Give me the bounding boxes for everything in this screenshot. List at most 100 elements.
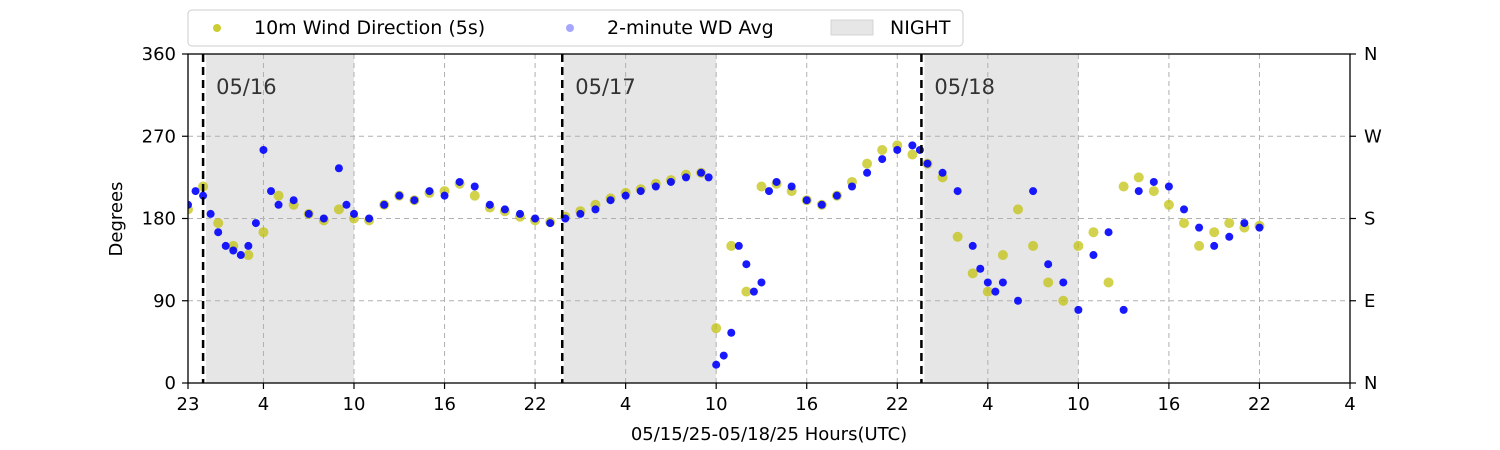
data-point <box>304 209 313 218</box>
data-point <box>998 278 1007 287</box>
y-tick-label: 270 <box>142 126 176 147</box>
y-axis-label: Degrees <box>106 182 127 257</box>
data-point <box>1134 187 1143 196</box>
data-point <box>621 191 630 200</box>
data-point <box>251 219 260 228</box>
data-point <box>380 200 389 209</box>
data-point <box>214 228 223 237</box>
data-point <box>877 144 888 155</box>
data-point <box>817 200 826 209</box>
data-point <box>259 145 268 154</box>
legend-label-night: NIGHT <box>890 17 951 39</box>
legend-label-10m: 10m Wind Direction (5s) <box>254 17 485 39</box>
grid-lines <box>188 54 1350 383</box>
data-point <box>997 250 1008 261</box>
data-point <box>1089 251 1098 260</box>
y-tick-label-right: N <box>1364 44 1377 65</box>
x-tick-label: 16 <box>1157 394 1180 415</box>
data-points <box>188 140 1265 369</box>
data-point <box>1119 305 1128 314</box>
data-point <box>968 241 977 250</box>
x-tick-label: 4 <box>982 394 993 415</box>
y-tick-label: 90 <box>153 291 176 312</box>
data-point <box>1029 187 1038 196</box>
data-point <box>591 205 600 214</box>
data-point <box>1059 278 1068 287</box>
x-tick-label: 10 <box>1067 394 1090 415</box>
data-point <box>1164 182 1173 191</box>
data-point <box>893 145 902 154</box>
data-point <box>727 328 736 337</box>
data-point <box>742 260 751 269</box>
data-point <box>188 200 192 209</box>
legend-marker-2min <box>566 24 574 32</box>
data-point <box>333 204 344 215</box>
data-point <box>1043 277 1054 288</box>
data-point <box>938 168 947 177</box>
y-tick-label-right: E <box>1364 291 1375 312</box>
data-point <box>243 250 254 261</box>
data-point <box>1163 199 1174 210</box>
data-point <box>741 286 752 297</box>
y-tick-label: 180 <box>142 209 176 230</box>
data-point <box>991 287 1000 296</box>
data-point <box>1179 218 1189 229</box>
data-point <box>1210 241 1219 250</box>
data-point <box>848 182 856 191</box>
data-point <box>1149 177 1158 186</box>
data-point <box>719 351 728 360</box>
data-point <box>425 187 434 196</box>
data-point <box>711 323 722 334</box>
data-point <box>267 187 275 196</box>
data-point <box>576 209 585 218</box>
data-point <box>1118 181 1129 192</box>
data-point <box>395 191 404 200</box>
data-point <box>1014 296 1022 305</box>
data-point <box>952 231 963 242</box>
x-axis-label: 05/15/25-05/18/25 Hours(UTC) <box>631 424 907 445</box>
data-point <box>765 187 773 196</box>
data-point <box>191 187 200 196</box>
data-point <box>244 241 253 250</box>
data-point <box>976 264 985 273</box>
data-point <box>1209 227 1220 238</box>
data-point <box>832 191 841 200</box>
data-point <box>410 196 419 205</box>
data-point <box>258 227 269 238</box>
x-tick-label: 4 <box>258 394 269 415</box>
x-tick-label: 4 <box>1344 394 1355 415</box>
legend-marker-night <box>830 19 874 36</box>
data-point <box>749 287 758 296</box>
data-point <box>1255 223 1264 232</box>
data-point <box>953 187 962 196</box>
x-tick-label: 4 <box>620 394 631 415</box>
legend-frame <box>187 9 964 47</box>
legend-marker-10m <box>213 24 221 32</box>
data-point <box>199 191 208 200</box>
data-point <box>206 209 215 218</box>
data-point <box>365 214 374 223</box>
data-point <box>213 218 224 229</box>
day-markers: 05/16 05/17 05/18 <box>201 54 995 383</box>
data-point <box>651 182 660 191</box>
data-point <box>1225 232 1234 241</box>
data-point <box>1224 218 1235 229</box>
x-tick-label: 16 <box>795 394 818 415</box>
data-point <box>1195 223 1204 232</box>
data-point <box>1013 204 1023 215</box>
data-point <box>342 200 351 209</box>
x-tick-label: 10 <box>343 394 366 415</box>
data-point <box>606 196 615 205</box>
data-point <box>983 278 992 287</box>
data-point <box>1148 186 1159 197</box>
data-point <box>440 191 449 200</box>
data-point <box>485 200 494 209</box>
data-point <box>666 177 675 186</box>
data-point <box>1103 277 1114 288</box>
data-point <box>862 158 873 169</box>
data-point <box>908 141 917 150</box>
day-label: 05/17 <box>575 75 636 99</box>
legend: 10m Wind Direction (5s) 2-minute WD Avg NI… <box>187 9 964 47</box>
data-point <box>704 173 713 182</box>
data-point <box>967 268 978 279</box>
